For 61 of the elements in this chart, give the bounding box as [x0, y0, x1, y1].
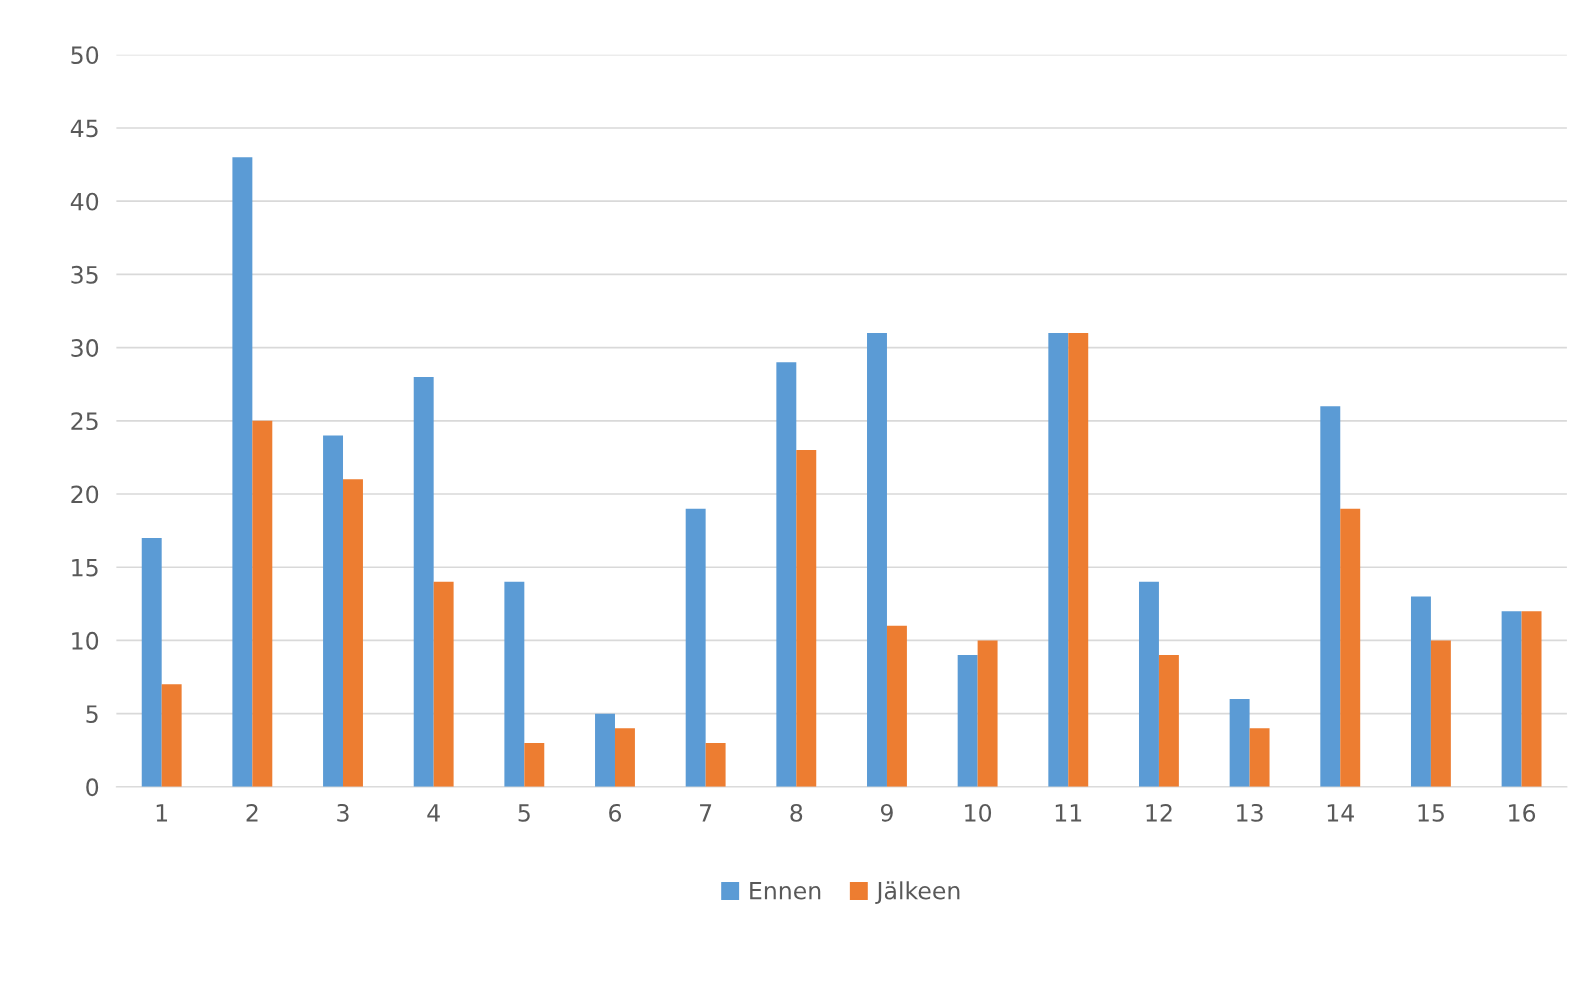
y-tick-label: 10	[72, 631, 99, 650]
bar	[776, 362, 797, 787]
bar	[1068, 332, 1089, 787]
y-tick-label: 0	[86, 778, 99, 797]
x-tick-label: 1	[156, 804, 168, 822]
x-tick-label: 11	[1055, 804, 1082, 822]
bar	[232, 157, 253, 787]
x-tick-label: 2	[246, 803, 258, 822]
bar	[504, 581, 525, 787]
x-tick-label: 16	[1509, 803, 1536, 822]
bar	[705, 742, 726, 787]
bar	[413, 376, 434, 787]
bar	[1249, 728, 1270, 787]
bar	[161, 684, 182, 787]
bar	[1158, 655, 1179, 787]
x-tick-label: 8	[790, 803, 803, 822]
y-tick-label: 25	[71, 412, 98, 431]
x-tick-label: 5	[518, 804, 530, 822]
bar	[252, 420, 273, 787]
bar	[595, 713, 615, 787]
x-tick-label: 10	[965, 803, 992, 822]
bar	[1320, 406, 1341, 787]
y-tick-label: 50	[71, 46, 99, 65]
y-tick-label: 30	[71, 339, 99, 357]
bar	[1229, 698, 1250, 787]
bar	[977, 640, 998, 787]
bar	[957, 655, 978, 787]
bar	[1048, 332, 1069, 787]
bar	[614, 728, 635, 787]
x-tick-label: 9	[880, 803, 893, 822]
bar	[796, 450, 817, 787]
x-tick-label: 7	[700, 804, 712, 822]
bar	[1410, 596, 1431, 787]
legend-label: Jälkeen	[875, 881, 960, 904]
y-tick-label: 35	[71, 265, 98, 284]
bar	[1430, 640, 1451, 787]
bar	[141, 537, 162, 787]
bar	[433, 581, 454, 787]
bar	[343, 479, 363, 787]
y-tick-label: 20	[71, 485, 99, 504]
bar	[867, 332, 887, 787]
x-tick-label: 12	[1146, 803, 1172, 822]
x-tick-label: 4	[427, 804, 440, 822]
legend-label: Ennen	[750, 882, 821, 900]
bar	[1340, 508, 1361, 787]
y-tick-label: 15	[72, 558, 98, 577]
bar	[524, 742, 545, 787]
y-tick-label: 45	[70, 119, 98, 138]
bar	[886, 625, 907, 787]
bar	[1138, 581, 1159, 787]
x-tick-label: 6	[609, 803, 622, 822]
y-tick-label: 40	[70, 192, 99, 211]
y-tick-label: 5	[86, 705, 98, 723]
x-tick-label: 14	[1327, 804, 1354, 822]
x-tick-label: 13	[1237, 803, 1263, 822]
bar	[1501, 611, 1522, 787]
bar	[323, 435, 344, 787]
bar	[685, 508, 706, 787]
x-tick-label: 15	[1418, 804, 1444, 822]
x-tick-label: 3	[337, 803, 349, 822]
bar	[1521, 611, 1542, 787]
